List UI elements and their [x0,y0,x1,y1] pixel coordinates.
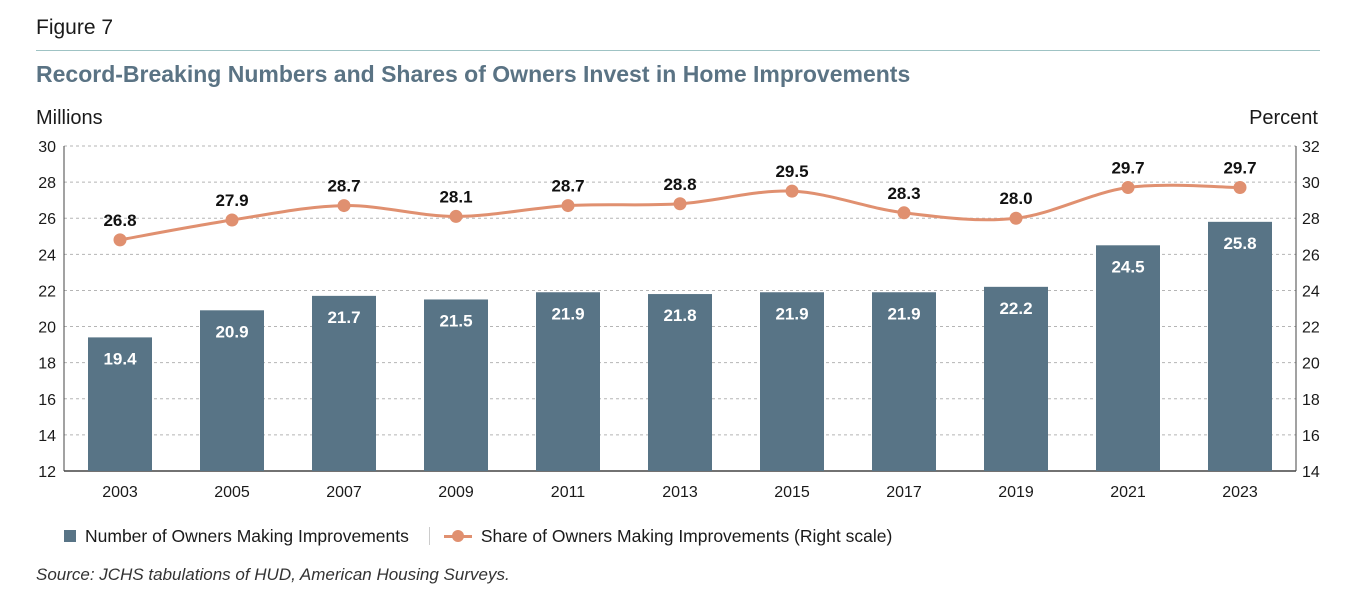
share-value-label: 29.5 [775,162,808,181]
bar-value-label: 21.9 [551,304,584,323]
x-tick-label: 2023 [1222,484,1258,501]
y-tick-label-right: 24 [1302,283,1320,300]
chart-title: Record-Breaking Numbers and Shares of Ow… [36,61,911,87]
y-tick-label-left: 30 [38,139,56,156]
bar-value-label: 21.5 [439,311,472,330]
share-point [1009,211,1023,225]
left-axis-unit: Millions [36,107,103,129]
bar [88,337,152,471]
share-point [449,209,463,223]
bar-value-label: 21.9 [775,304,808,323]
right-axis-unit: Percent [1249,107,1318,129]
bar [536,292,600,471]
bar-value-label: 24.5 [1111,257,1144,276]
share-point [785,184,799,198]
bar [872,292,936,471]
legend-bar-label: Number of Owners Making Improvements [85,525,409,546]
y-tick-label-left: 24 [38,247,56,264]
legend-separator [428,527,430,545]
y-tick-label-right: 22 [1302,320,1320,337]
y-tick-label-right: 16 [1302,428,1320,445]
y-tick-label-left: 22 [38,283,56,300]
share-value-label: 28.7 [327,177,360,196]
y-tick-label-right: 32 [1302,139,1320,156]
bar-value-label: 20.9 [215,322,248,341]
legend-bar-swatch [64,530,76,542]
bar-value-label: 21.7 [327,308,360,327]
bar [1208,221,1272,471]
bar [984,286,1048,471]
y-tick-label-right: 20 [1302,356,1320,373]
x-tick-label: 2021 [1110,484,1146,501]
x-tick-label: 2011 [551,484,586,501]
y-tick-label-right: 28 [1302,211,1320,228]
legend-line-swatch [443,530,472,542]
bar [424,299,488,471]
share-value-label: 29.7 [1223,159,1256,178]
y-tick-label-right: 30 [1302,175,1320,192]
share-value-label: 28.8 [663,175,696,194]
legend-item-line: Share of Owners Making Improvements (Rig… [443,525,893,547]
share-value-label: 27.9 [215,191,248,210]
figure-label: Figure 7 [36,16,114,39]
share-value-label: 26.8 [103,211,136,230]
y-tick-label-left: 12 [38,464,56,481]
bar-value-label: 21.8 [663,306,696,325]
share-point [673,197,687,211]
y-tick-label-right: 26 [1302,247,1320,264]
share-value-label: 28.0 [999,189,1032,208]
x-tick-label: 2015 [774,484,810,501]
x-tick-label: 2003 [102,484,138,501]
legend-line-label: Share of Owners Making Improvements (Rig… [480,525,893,546]
source-note: Source: JCHS tabulations of HUD, America… [36,565,510,584]
share-point [1233,181,1247,195]
share-point [337,199,351,213]
share-value-label: 28.1 [439,187,472,206]
legend: Number of Owners Making Improvements Sha… [64,523,892,549]
y-tick-label-left: 28 [38,175,56,192]
share-value-label: 29.7 [1111,159,1144,178]
y-tick-label-left: 16 [38,392,56,409]
x-tick-label: 2013 [662,484,698,501]
y-tick-label-right: 18 [1302,392,1320,409]
bar-value-label: 25.8 [1223,234,1256,253]
x-tick-label: 2005 [214,484,250,501]
x-tick-label: 2009 [438,484,474,501]
y-tick-label-left: 20 [38,320,56,337]
bar [1096,245,1160,471]
share-value-label: 28.7 [551,177,584,196]
share-value-label: 28.3 [887,184,920,203]
x-tick-label: 2017 [886,484,922,501]
y-tick-label-left: 26 [38,211,56,228]
x-tick-label: 2007 [326,484,362,501]
title-rule [36,50,1320,51]
y-tick-label-right: 14 [1302,464,1320,481]
share-point [113,233,127,247]
y-tick-label-left: 18 [38,356,56,373]
share-point [561,199,575,213]
bar [200,310,264,471]
bar-value-label: 19.4 [103,349,137,368]
y-tick-label-left: 14 [38,428,56,445]
legend-item-bars: Number of Owners Making Improvements [64,526,409,547]
bar-value-label: 21.9 [887,304,920,323]
bar [760,292,824,471]
share-point [1121,181,1135,195]
share-point [897,206,911,220]
bar-value-label: 22.2 [999,299,1032,318]
bar [648,294,712,471]
x-tick-label: 2019 [998,484,1034,501]
bar [312,295,376,471]
share-point [225,213,239,227]
